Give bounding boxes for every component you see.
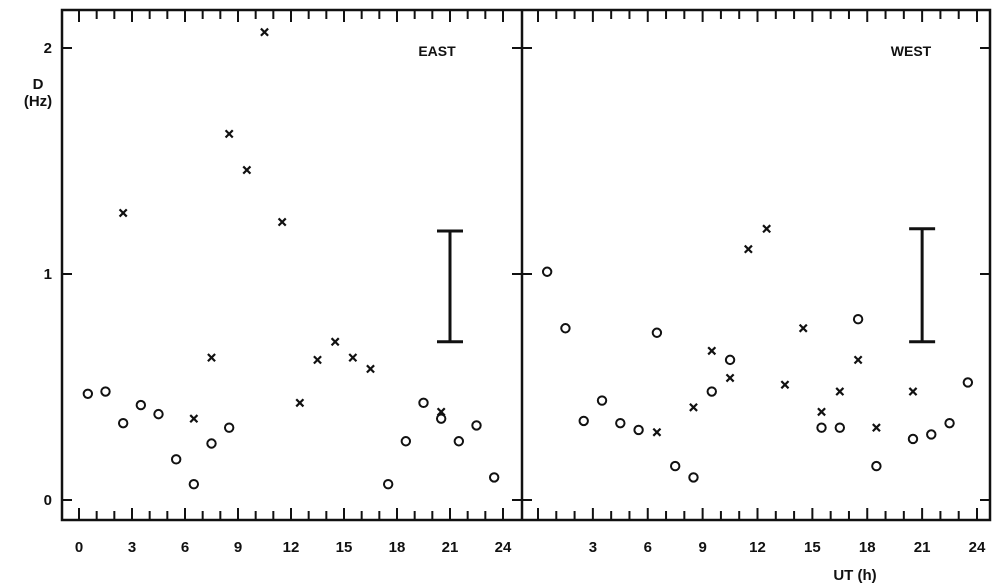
data-point-cross	[835, 387, 845, 396]
y-tick-label: 0	[44, 492, 52, 509]
data-point-circle	[615, 417, 626, 429]
data-point-cross	[707, 346, 717, 356]
data-point-circle	[816, 422, 827, 433]
data-point-circle	[541, 266, 553, 277]
x-tick-label: 3	[589, 539, 597, 556]
data-point-circle	[223, 422, 235, 433]
x-tick-label: 6	[181, 539, 189, 556]
data-point-circle	[852, 314, 864, 325]
plot-frame-border	[60, 8, 992, 522]
data-point-cross	[207, 353, 216, 362]
x-tick-label: 18	[389, 539, 406, 556]
data-point-circle	[688, 472, 699, 483]
x-tick-label: 21	[442, 539, 459, 556]
x-tick-label: 15	[804, 539, 821, 556]
x-tick-label: 9	[234, 539, 242, 556]
data-point-circle	[596, 395, 608, 406]
data-point-circle	[400, 436, 412, 447]
data-point-circle	[724, 354, 736, 366]
x-tick-label: 21	[914, 539, 931, 556]
data-point-cross	[853, 355, 863, 365]
x-tick-label: 6	[644, 539, 652, 556]
data-point-cross	[817, 407, 826, 417]
data-point-cross	[118, 208, 128, 218]
data-point-cross	[366, 364, 375, 374]
data-point-cross	[242, 165, 252, 175]
data-point-cross	[798, 323, 808, 333]
data-point-circle	[871, 460, 882, 472]
data-point-circle	[382, 478, 394, 490]
data-point-circle	[117, 417, 129, 429]
data-point-circle	[578, 415, 589, 427]
data-point-circle	[418, 397, 429, 409]
data-point-circle	[706, 386, 717, 397]
data-point-cross	[872, 423, 881, 433]
data-point-cross	[260, 27, 269, 37]
data-point-cross	[224, 129, 234, 139]
x-tick-label: 3	[128, 539, 136, 556]
data-point-circle	[206, 438, 217, 449]
data-point-circle	[926, 429, 937, 440]
axis-ticks	[62, 10, 990, 520]
data-point-cross	[436, 407, 446, 417]
y-tick-label: 2	[44, 40, 52, 57]
data-point-circle	[100, 386, 111, 397]
data-point-cross	[330, 337, 340, 347]
data-point-circle	[488, 472, 500, 483]
x-tick-label: 12	[749, 539, 766, 556]
data-point-circle	[560, 323, 571, 334]
data-point-circle	[669, 460, 681, 472]
data-point-circle	[453, 436, 465, 447]
error-bars	[437, 227, 936, 344]
data-point-cross	[908, 387, 918, 396]
data-point-cross	[780, 380, 790, 390]
data-point-cross	[348, 353, 358, 362]
x-axis-label: UT (h)	[833, 567, 876, 584]
y-axis-unit: (Hz)	[24, 93, 52, 110]
data-point-circle	[907, 433, 919, 445]
data-point-cross	[189, 414, 199, 424]
x-tick-label: 9	[698, 539, 706, 556]
data-point-circle	[82, 388, 94, 399]
x-tick-label: 12	[283, 539, 300, 556]
data-point-cross	[277, 217, 287, 227]
x-tick-label: 0	[75, 539, 83, 556]
data-point-cross	[295, 398, 305, 408]
y-tick-label: 1	[44, 266, 52, 283]
data-point-cross	[725, 373, 735, 383]
data-point-cross	[743, 244, 753, 254]
x-tick-label: 15	[336, 539, 353, 556]
data-point-circle	[633, 424, 644, 436]
data-point-cross	[689, 402, 698, 412]
data-point-circle	[834, 422, 846, 433]
data-point-circle	[188, 478, 200, 490]
data-point-circle	[153, 408, 164, 420]
data-point-circle	[135, 399, 147, 411]
plot-frame	[60, 8, 992, 522]
data-point-circle	[435, 413, 447, 424]
data-point-cross	[652, 427, 662, 437]
data-point-circle	[944, 417, 955, 429]
data-point-cross	[313, 355, 322, 365]
panel-label-west: WEST	[891, 43, 932, 59]
data-point-circle	[471, 420, 482, 431]
x-tick-label: 18	[859, 539, 876, 556]
data-point-cross	[762, 224, 772, 234]
y-axis-label: D	[33, 76, 44, 93]
data-marks	[82, 27, 974, 490]
x-tick-label: 24	[495, 539, 512, 556]
data-point-circle	[651, 327, 663, 338]
panel-label-east: EAST	[418, 43, 456, 59]
data-point-circle	[962, 377, 974, 388]
x-tick-label: 24	[969, 539, 986, 556]
data-point-circle	[170, 454, 182, 465]
